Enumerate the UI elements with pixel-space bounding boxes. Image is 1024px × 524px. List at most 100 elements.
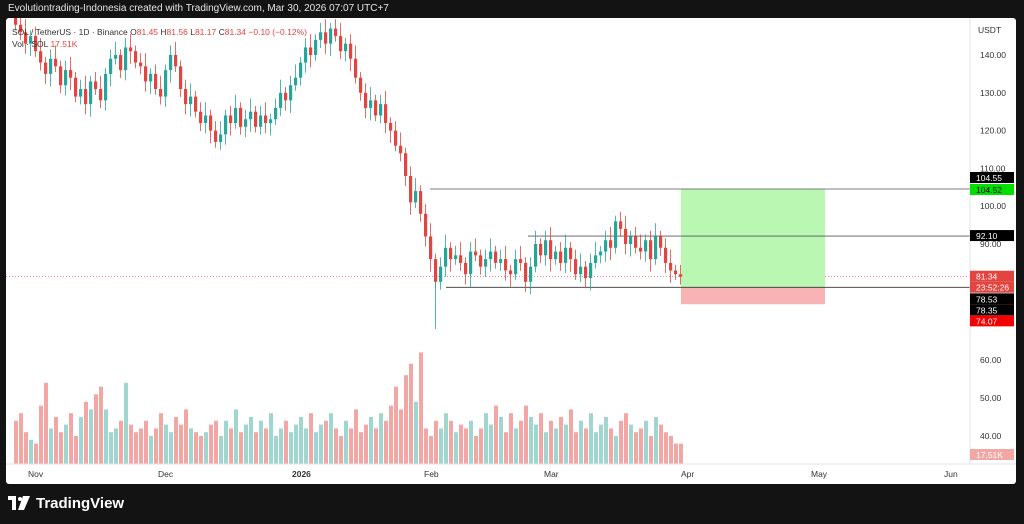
target-tag: 104.52 — [976, 185, 1002, 195]
tradingview-footer[interactable]: TradingView — [8, 494, 124, 512]
candle — [479, 255, 483, 267]
volume-bar — [129, 424, 133, 464]
volume-bar — [674, 443, 678, 464]
candle — [494, 251, 498, 263]
candle — [399, 145, 403, 154]
candle — [614, 221, 618, 248]
candle — [319, 32, 323, 40]
candle — [169, 55, 173, 71]
volume-bar — [569, 409, 573, 464]
volume-bar — [74, 436, 78, 464]
volume-bar — [44, 382, 48, 464]
current-price-tag-bg — [970, 270, 1014, 282]
volume-bar — [59, 432, 63, 464]
price-chart[interactable]: USDT 140.00 130.00 120.00 110.00 100.00 90.00… — [6, 18, 1016, 484]
time-axis-label: Mar — [544, 469, 559, 479]
legend-low-label: L — [190, 27, 195, 37]
candle — [39, 51, 43, 63]
volume-bar — [504, 432, 508, 464]
volume-bar — [339, 436, 343, 464]
candle — [129, 47, 133, 52]
volume-bar — [609, 428, 613, 464]
candle — [69, 70, 73, 78]
candle — [409, 175, 413, 203]
candle — [84, 89, 88, 105]
volume-bar — [669, 436, 673, 464]
candle — [419, 191, 423, 214]
volume-bar — [119, 420, 123, 464]
candle — [534, 244, 538, 267]
legend-low: 81.17 — [194, 27, 217, 37]
candle — [544, 240, 548, 256]
volume-bar — [494, 405, 498, 464]
volume-bar — [239, 432, 243, 464]
legend-row-volume: Vol · SOL 17.51K — [12, 38, 307, 50]
candle — [174, 55, 178, 67]
volume-bar — [49, 428, 53, 464]
volume-bar — [169, 432, 173, 464]
volume-bar — [89, 409, 93, 464]
candle — [389, 123, 393, 131]
currency-label: USDT — [978, 25, 1001, 35]
candle — [104, 73, 108, 101]
entry-a-tag: 78.53 — [976, 294, 998, 304]
price-tags: 104.55 104.52 92.10 81.3423:52:2678.5378.35… — [970, 172, 1014, 460]
candle — [474, 251, 478, 256]
candle — [539, 244, 543, 256]
volume-tag-bg — [970, 449, 1014, 460]
candle — [469, 251, 473, 275]
entry-a-tag-bg — [970, 293, 1014, 305]
volume-bar — [364, 424, 368, 464]
candle — [649, 240, 653, 260]
candle — [509, 270, 513, 275]
volume-bar — [14, 420, 18, 464]
stop-tag-bg — [970, 315, 1014, 327]
volume-bar — [529, 417, 533, 464]
candle — [574, 259, 578, 275]
candle — [109, 58, 113, 74]
candle — [519, 259, 523, 263]
legend-high: 81.56 — [166, 27, 188, 37]
candle — [359, 77, 363, 93]
volume-bar — [209, 424, 213, 464]
chart-frame[interactable]: USDT 140.00 130.00 120.00 110.00 100.00 90.00… — [6, 18, 1016, 484]
resistance-tag: 92.10 — [976, 231, 998, 241]
candle — [324, 32, 328, 44]
volume-bar — [34, 443, 38, 464]
candle — [194, 96, 198, 112]
candle — [89, 81, 93, 105]
candle — [629, 236, 633, 244]
volume-bar — [374, 428, 378, 464]
candle — [329, 28, 333, 44]
candle — [274, 107, 278, 120]
candle — [149, 73, 153, 82]
legend-high-label: H — [160, 27, 167, 37]
volume-bar — [174, 417, 178, 464]
legend-close-label: C — [218, 27, 225, 37]
volume-bar — [464, 428, 468, 464]
candle — [674, 270, 678, 275]
volume-bar — [324, 420, 328, 464]
volume-bar — [564, 424, 568, 464]
volume-bar — [549, 420, 553, 464]
candle — [639, 247, 643, 252]
volume-bar — [294, 424, 298, 464]
volume-bar — [589, 413, 593, 464]
candle — [219, 134, 223, 142]
volume-bar — [644, 420, 648, 464]
legend-row-price: SOL / TetherUS · 1D · Binance O81.45 H81… — [12, 26, 307, 38]
legend-open-label: O — [130, 27, 137, 37]
chart-header: Evolutiontrading-Indonesia created with … — [0, 0, 1024, 18]
volume-bar — [64, 424, 68, 464]
candle — [184, 89, 188, 105]
candle — [159, 89, 163, 97]
volume-bar — [484, 413, 488, 464]
volume-bar — [109, 432, 113, 464]
candle — [294, 77, 298, 86]
candle — [564, 247, 568, 263]
candle — [529, 266, 533, 282]
stop-tag: 74.07 — [976, 316, 998, 326]
volume-bar — [19, 413, 23, 464]
volume-bar — [369, 417, 373, 464]
candle — [394, 130, 398, 146]
